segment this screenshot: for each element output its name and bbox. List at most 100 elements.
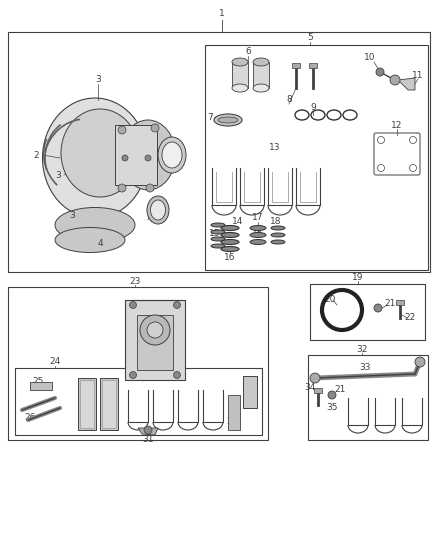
Bar bbox=[15, 368, 262, 435]
Bar bbox=[78, 378, 96, 430]
Polygon shape bbox=[398, 78, 415, 90]
Ellipse shape bbox=[211, 223, 225, 227]
Bar bbox=[100, 378, 118, 430]
Text: 13: 13 bbox=[269, 143, 281, 152]
Ellipse shape bbox=[151, 200, 166, 220]
Ellipse shape bbox=[250, 232, 266, 238]
Text: 6: 6 bbox=[245, 47, 251, 56]
Text: 3: 3 bbox=[95, 76, 101, 85]
Bar bbox=[243, 376, 257, 408]
Ellipse shape bbox=[271, 240, 285, 244]
Circle shape bbox=[130, 372, 137, 378]
Ellipse shape bbox=[158, 137, 186, 173]
Ellipse shape bbox=[232, 58, 248, 66]
Ellipse shape bbox=[211, 230, 225, 234]
Text: 9: 9 bbox=[310, 102, 316, 111]
Ellipse shape bbox=[218, 117, 238, 123]
Ellipse shape bbox=[162, 142, 182, 168]
Text: 31: 31 bbox=[142, 435, 154, 445]
Ellipse shape bbox=[120, 120, 176, 190]
Ellipse shape bbox=[214, 114, 242, 126]
Bar bbox=[396, 300, 404, 305]
Text: 26: 26 bbox=[25, 414, 35, 423]
Text: 20: 20 bbox=[324, 295, 336, 304]
Circle shape bbox=[144, 426, 152, 434]
Circle shape bbox=[328, 391, 336, 399]
Ellipse shape bbox=[211, 244, 225, 248]
Text: 3: 3 bbox=[69, 211, 75, 220]
Circle shape bbox=[310, 373, 320, 383]
Bar bbox=[8, 287, 268, 440]
Bar bbox=[115, 125, 157, 185]
Bar bbox=[80, 380, 94, 428]
Text: 35: 35 bbox=[326, 403, 338, 413]
Ellipse shape bbox=[250, 239, 266, 245]
Circle shape bbox=[118, 126, 126, 134]
Circle shape bbox=[151, 124, 159, 132]
Bar bbox=[308, 355, 428, 440]
Circle shape bbox=[147, 322, 163, 338]
Ellipse shape bbox=[271, 226, 285, 230]
Text: 21: 21 bbox=[384, 300, 396, 309]
Circle shape bbox=[390, 75, 400, 85]
Text: 24: 24 bbox=[49, 358, 60, 367]
Ellipse shape bbox=[61, 109, 139, 197]
Bar bbox=[309, 63, 317, 68]
Ellipse shape bbox=[221, 239, 239, 245]
Circle shape bbox=[146, 184, 154, 192]
Ellipse shape bbox=[55, 207, 135, 243]
Ellipse shape bbox=[232, 84, 248, 92]
Bar bbox=[125, 300, 185, 380]
Bar bbox=[232, 62, 248, 88]
Ellipse shape bbox=[271, 233, 285, 237]
Text: 5: 5 bbox=[307, 34, 313, 43]
Text: 10: 10 bbox=[364, 53, 376, 62]
Circle shape bbox=[145, 155, 151, 161]
Text: 3: 3 bbox=[55, 171, 61, 180]
Circle shape bbox=[378, 165, 385, 172]
Circle shape bbox=[140, 315, 170, 345]
Ellipse shape bbox=[221, 232, 239, 238]
Text: 34: 34 bbox=[304, 384, 316, 392]
Ellipse shape bbox=[250, 225, 266, 230]
Text: 28: 28 bbox=[166, 370, 178, 379]
Text: 33: 33 bbox=[359, 364, 371, 373]
Bar bbox=[292, 63, 300, 68]
Circle shape bbox=[122, 155, 128, 161]
Circle shape bbox=[173, 302, 180, 309]
Text: 7: 7 bbox=[207, 112, 213, 122]
Text: 18: 18 bbox=[270, 217, 282, 227]
Ellipse shape bbox=[221, 246, 239, 252]
Text: 19: 19 bbox=[352, 272, 364, 281]
Text: 1: 1 bbox=[219, 9, 225, 18]
Text: 29: 29 bbox=[226, 417, 238, 426]
Text: 23: 23 bbox=[129, 277, 141, 286]
Text: 4: 4 bbox=[97, 238, 103, 247]
Text: 11: 11 bbox=[412, 70, 424, 79]
Text: 27: 27 bbox=[86, 416, 98, 424]
Ellipse shape bbox=[42, 98, 148, 218]
Bar bbox=[310, 284, 425, 340]
Ellipse shape bbox=[253, 84, 269, 92]
Bar bbox=[137, 315, 173, 370]
Circle shape bbox=[410, 165, 417, 172]
Ellipse shape bbox=[253, 58, 269, 66]
Polygon shape bbox=[138, 428, 158, 435]
Ellipse shape bbox=[147, 196, 169, 224]
Text: 15: 15 bbox=[209, 229, 221, 238]
Text: 15: 15 bbox=[252, 229, 264, 238]
Bar bbox=[205, 45, 428, 270]
Text: 3: 3 bbox=[149, 215, 155, 224]
Ellipse shape bbox=[55, 228, 125, 253]
Bar bbox=[228, 395, 240, 430]
Bar bbox=[253, 62, 269, 88]
Text: 16: 16 bbox=[224, 254, 236, 262]
Circle shape bbox=[173, 372, 180, 378]
Circle shape bbox=[118, 184, 126, 192]
Circle shape bbox=[378, 136, 385, 143]
Circle shape bbox=[374, 304, 382, 312]
Circle shape bbox=[130, 302, 137, 309]
Circle shape bbox=[410, 136, 417, 143]
Text: 8: 8 bbox=[286, 95, 292, 104]
Circle shape bbox=[376, 68, 384, 76]
